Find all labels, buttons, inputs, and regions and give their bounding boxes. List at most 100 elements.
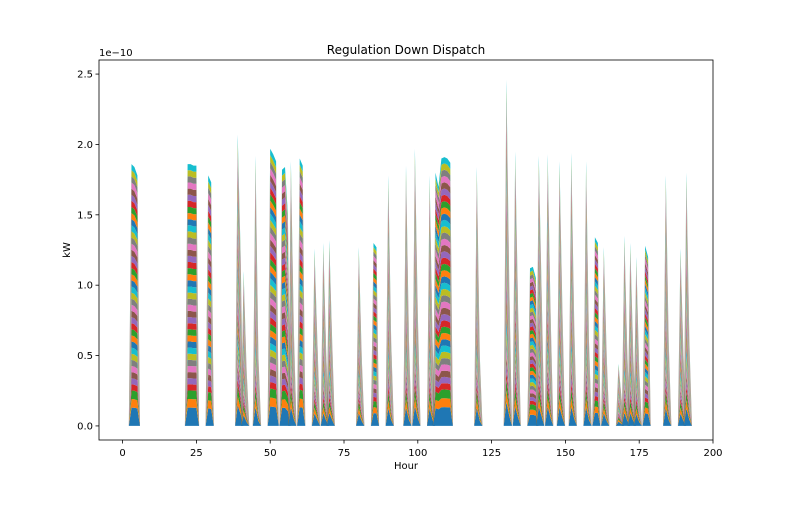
area-series-1-segment-1: [128, 407, 140, 426]
area-series-36-segment-18: [412, 174, 421, 426]
area-series-3-segment-36: [642, 401, 651, 426]
area-series-36-segment-17: [403, 189, 412, 426]
area-series-1-segment-8: [279, 407, 291, 426]
area-series-20-segment-22: [503, 241, 512, 426]
area-series-32-segment-15: [370, 277, 380, 426]
area-series-33-segment-31: [601, 276, 610, 426]
area-series-6-segment-12: [320, 388, 329, 426]
area-series-24-segment-22: [503, 209, 512, 426]
area-series-7-segment-3: [205, 368, 214, 426]
area-series-26-segment-36: [642, 304, 651, 426]
area-series-10-segment-26: [545, 344, 554, 426]
area-series-10-segment-11: [311, 372, 321, 426]
area-series-26-segment-9: [288, 247, 297, 426]
area-series-3-segment-24: [527, 404, 539, 426]
area-series-9-segment-28: [568, 350, 577, 426]
area-series-9-segment-31: [601, 376, 610, 426]
area-series-12-segment-13: [326, 361, 335, 426]
area-series-18-segment-39: [683, 302, 692, 426]
area-series-11-segment-13: [326, 366, 335, 426]
area-series-15-segment-26: [545, 313, 554, 426]
area-series-8-segment-3: [205, 362, 214, 426]
area-series-2-segment-35: [633, 408, 642, 426]
area-series-16-segment-35: [633, 351, 642, 426]
area-series-22-segment-36: [642, 321, 651, 426]
area-series-22-segment-16: [385, 280, 394, 426]
area-series-5-segment-38: [677, 393, 687, 426]
area-series-35-segment-18: [412, 181, 421, 426]
area-series-12-segment-14: [356, 364, 365, 426]
area-series-27-segment-37: [663, 251, 672, 426]
area-series-8-segment-37: [663, 362, 672, 426]
area-series-21-segment-10: [297, 277, 306, 426]
area-series-32-segment-11: [311, 281, 321, 426]
area-series-12-segment-34: [627, 362, 636, 426]
area-series-8-segment-28: [568, 357, 577, 426]
area-series-7-segment-28: [568, 363, 577, 426]
area-series-2-segment-5: [241, 410, 250, 426]
area-series-3-segment-5: [241, 404, 250, 426]
area-series-8-segment-12: [320, 379, 329, 426]
area-series-25-segment-6: [252, 250, 262, 426]
area-series-12-segment-11: [311, 364, 321, 426]
area-series-12-segment-12: [320, 362, 329, 426]
area-series-22-segment-6: [252, 269, 262, 426]
y-tick-label: 0.0: [77, 421, 93, 432]
area-series-21-segment-17: [403, 281, 412, 426]
area-series-8-segment-33: [621, 378, 631, 426]
area-series-14-segment-33: [621, 351, 631, 426]
area-series-23-segment-14: [356, 318, 365, 426]
area-series-9-segment-27: [556, 353, 566, 426]
area-series-4-segment-39: [683, 385, 692, 426]
area-series-21-segment-27: [556, 278, 566, 426]
area-series-31-segment-37: [663, 228, 672, 426]
area-series-30-segment-9: [288, 223, 297, 426]
area-series-1-segment-37: [663, 408, 672, 426]
area-series-13-segment-13: [326, 357, 335, 426]
area-series-21-segment-9: [288, 278, 297, 426]
area-series-11-segment-22: [503, 314, 512, 426]
area-series-25-segment-14: [356, 309, 365, 426]
area-series-1-segment-7: [267, 406, 279, 426]
area-series-14-segment-29: [583, 322, 592, 426]
area-series-32-segment-9: [288, 210, 297, 426]
area-series-18-segment-3: [205, 304, 214, 426]
area-series-25-segment-9: [288, 254, 297, 426]
area-series-13-segment-29: [583, 328, 592, 426]
area-series-14-segment-6: [252, 319, 262, 426]
area-series-34-segment-31: [601, 272, 610, 426]
area-series-27-segment-3: [205, 251, 214, 426]
area-series-37-segment-9: [288, 179, 297, 426]
area-series-2-segment-18: [412, 397, 421, 426]
area-series-9-segment-35: [633, 379, 642, 426]
area-series-34-segment-18: [412, 187, 421, 426]
area-series-10-segment-25: [536, 345, 545, 426]
area-series-28-segment-18: [412, 226, 421, 426]
area-series-14-segment-35: [633, 359, 642, 426]
area-series-37-segment-26: [545, 173, 554, 426]
area-series-1-segment-16: [385, 408, 394, 426]
area-series-34-segment-30: [592, 263, 601, 426]
area-series-31-segment-14: [356, 284, 365, 426]
area-series-14-segment-15: [370, 354, 380, 426]
area-series-3-segment-17: [403, 390, 412, 426]
area-series-17-segment-4: [235, 291, 244, 426]
area-series-14-segment-25: [536, 319, 545, 426]
area-series-12-segment-33: [621, 360, 631, 426]
area-series-10-segment-21: [474, 348, 483, 426]
area-series-5-segment-22: [503, 362, 512, 426]
area-series-1-segment-2: [184, 407, 200, 426]
area-series-10-segment-27: [556, 346, 566, 426]
area-series-5-segment-37: [663, 380, 672, 426]
area-series-10-segment-17: [403, 348, 412, 426]
area-series-4-segment-16: [385, 386, 394, 426]
area-series-19-segment-31: [601, 334, 610, 426]
y-axis-ticks: 0.0 0.5 1.0 1.5 2.0 2.5: [77, 70, 99, 432]
area-series-31-segment-11: [311, 285, 321, 426]
area-series-34-segment-3: [205, 210, 214, 426]
area-series-6-segment-27: [556, 371, 566, 426]
area-series-27-segment-18: [412, 232, 421, 426]
area-series-22-segment-10: [297, 271, 306, 426]
area-series-8-segment-6: [252, 357, 262, 426]
area-series-22-segment-14: [356, 322, 365, 426]
